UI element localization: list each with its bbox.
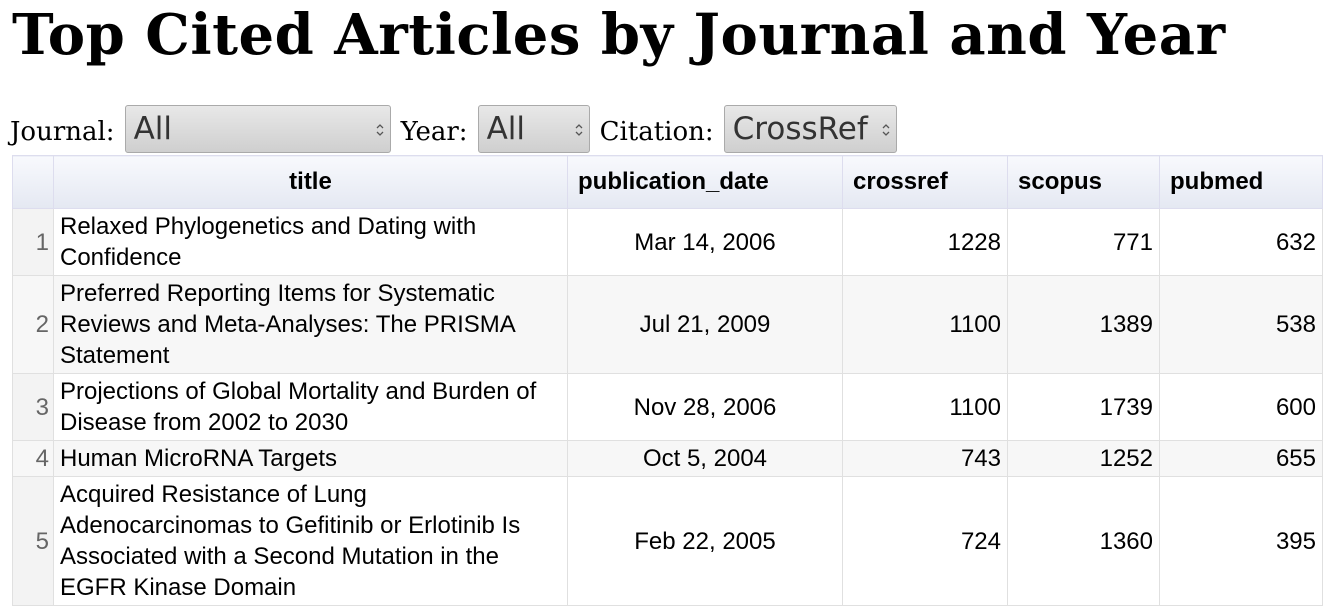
column-header: scopus xyxy=(1007,155,1160,209)
cell-publication-date: Nov 28, 2006 xyxy=(567,373,843,441)
dropdown[interactable]: CrossRef xyxy=(723,105,897,153)
table-row: 4 Human MicroRNA Targets Oct 5, 2004 743 125… xyxy=(12,440,1323,477)
dropdown-value: All xyxy=(486,111,525,147)
cell-title: Human MicroRNA Targets xyxy=(53,440,568,477)
cell-pubmed: 655 xyxy=(1159,440,1323,477)
cell-title: Preferred Reporting Items for Systematic… xyxy=(53,275,568,374)
cell-crossref: 724 xyxy=(842,476,1008,606)
cell-title: Projections of Global Mortality and Burd… xyxy=(53,373,568,441)
dropdown-arrow xyxy=(882,124,890,136)
column-header: crossref xyxy=(842,155,1008,209)
cell-publication-date: Feb 22, 2005 xyxy=(567,476,843,606)
filter-label: Journal: xyxy=(10,117,115,147)
cell-pubmed: 538 xyxy=(1159,275,1323,374)
cell-publication-date: Jul 21, 2009 xyxy=(567,275,843,374)
column-header: title xyxy=(53,155,568,209)
dropdown-arrow xyxy=(376,124,384,136)
filter-label: Citation: xyxy=(599,117,714,147)
cell-pubmed: 395 xyxy=(1159,476,1323,606)
filter-bar: Journal: All Year: All Citation: CrossRef xyxy=(10,104,907,154)
row-index: 3 xyxy=(12,373,54,441)
cell-pubmed: 600 xyxy=(1159,373,1323,441)
column-header: publication_date xyxy=(567,155,843,209)
page: Top Cited Articles by Journal and Year J… xyxy=(10,2,1323,606)
table-row: 1 Relaxed Phylogenetics and Dating with C… xyxy=(12,208,1323,276)
cell-crossref: 1228 xyxy=(842,208,1008,276)
table-row: 5 Acquired Resistance of Lung Adenocarcin… xyxy=(12,476,1323,606)
dropdown-arrow xyxy=(575,124,583,136)
dropdown-value: All xyxy=(133,111,173,147)
row-index: 4 xyxy=(12,440,54,477)
cell-title: Acquired Resistance of Lung Adenocarcino… xyxy=(53,476,568,606)
cell-title: Relaxed Phylogenetics and Dating with Co… xyxy=(53,208,568,276)
dropdown[interactable]: All xyxy=(124,105,391,153)
data-table: title publication_date crossref scopus pubme… xyxy=(12,155,1323,606)
row-index: 1 xyxy=(12,208,54,276)
page-title: Top Cited Articles by Journal and Year xyxy=(12,2,1226,68)
cell-pubmed: 632 xyxy=(1159,208,1323,276)
row-index: 5 xyxy=(12,476,54,606)
cell-scopus: 1389 xyxy=(1007,275,1160,374)
cell-scopus: 771 xyxy=(1007,208,1160,276)
table-row: 3 Projections of Global Mortality and Bur… xyxy=(12,373,1323,441)
cell-publication-date: Oct 5, 2004 xyxy=(567,440,843,477)
cell-scopus: 1252 xyxy=(1007,440,1160,477)
row-index: 2 xyxy=(12,275,54,374)
table-body: 1 Relaxed Phylogenetics and Dating with C… xyxy=(12,208,1323,606)
cell-scopus: 1739 xyxy=(1007,373,1160,441)
dropdown[interactable]: All xyxy=(477,105,590,153)
table-row: 2 Preferred Reporting Items for Systemati… xyxy=(12,275,1323,374)
header-row: title publication_date crossref scopus pubme… xyxy=(12,155,1323,209)
filter-label: Year: xyxy=(400,117,468,147)
cell-scopus: 1360 xyxy=(1007,476,1160,606)
column-header: pubmed xyxy=(1159,155,1323,209)
cell-publication-date: Mar 14, 2006 xyxy=(567,208,843,276)
cell-crossref: 743 xyxy=(842,440,1008,477)
index-header xyxy=(12,155,54,209)
cell-crossref: 1100 xyxy=(842,373,1008,441)
cell-crossref: 1100 xyxy=(842,275,1008,374)
dropdown-value: CrossRef xyxy=(732,111,868,147)
